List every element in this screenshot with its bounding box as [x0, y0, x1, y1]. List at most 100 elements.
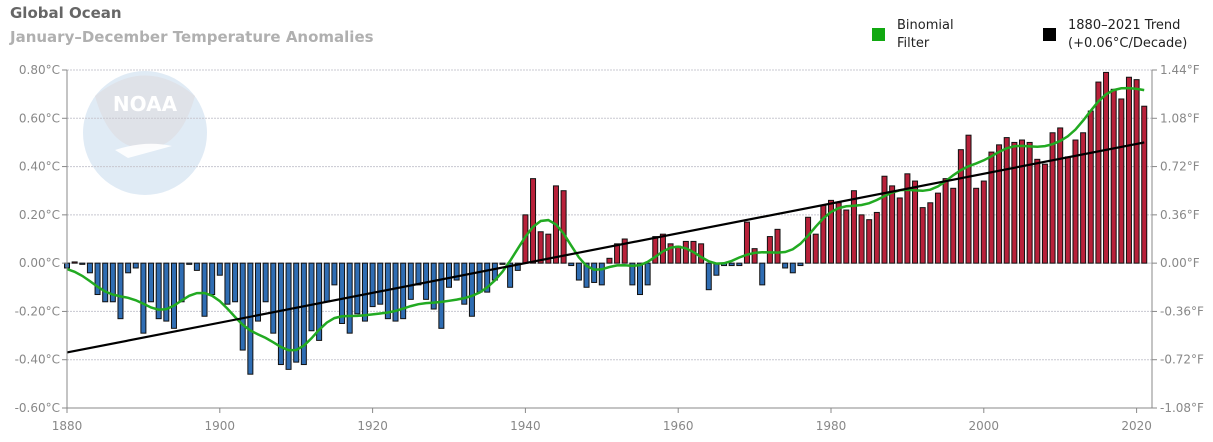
bar-1995[interactable]	[942, 178, 949, 264]
bar-1997[interactable]	[957, 149, 964, 264]
bar-1988[interactable]	[889, 185, 896, 264]
bar-1923[interactable]	[392, 262, 399, 322]
bar-1960[interactable]	[675, 245, 682, 264]
bar-1897[interactable]	[193, 262, 200, 271]
bar-1896[interactable]	[186, 262, 193, 265]
bar-1979[interactable]	[820, 204, 827, 264]
bar-1889[interactable]	[132, 262, 139, 269]
bar-1929[interactable]	[438, 262, 445, 329]
bar-1881[interactable]	[71, 261, 78, 264]
bar-1891[interactable]	[148, 262, 155, 303]
bar-1996[interactable]	[950, 187, 957, 264]
bar-1998[interactable]	[965, 134, 972, 264]
bar-1903[interactable]	[239, 262, 246, 351]
bar-1898[interactable]	[201, 262, 208, 317]
bar-1909[interactable]	[285, 262, 292, 370]
bar-1924[interactable]	[400, 262, 407, 320]
bar-2018[interactable]	[1118, 98, 1125, 264]
bar-1989[interactable]	[896, 197, 903, 264]
bar-2015[interactable]	[1095, 81, 1102, 264]
bar-1933[interactable]	[468, 262, 475, 317]
bar-1910[interactable]	[293, 262, 300, 363]
bar-1899[interactable]	[209, 262, 216, 296]
bar-1919[interactable]	[361, 262, 368, 322]
bar-1895[interactable]	[178, 262, 185, 303]
bar-1907[interactable]	[270, 262, 277, 334]
bar-1947[interactable]	[575, 262, 582, 281]
bar-2017[interactable]	[1110, 88, 1117, 264]
bar-1911[interactable]	[300, 262, 307, 366]
bar-1912[interactable]	[308, 262, 315, 332]
bar-1985[interactable]	[866, 219, 873, 264]
bar-1993[interactable]	[927, 202, 934, 264]
bar-2008[interactable]	[1041, 163, 1048, 264]
bar-2001[interactable]	[988, 151, 995, 264]
bar-2011[interactable]	[1064, 156, 1071, 264]
bar-1990[interactable]	[904, 173, 911, 264]
bar-1886[interactable]	[109, 262, 116, 303]
bar-1958[interactable]	[659, 233, 666, 264]
bar-1914[interactable]	[323, 262, 330, 303]
bar-1973[interactable]	[774, 228, 781, 264]
bar-1949[interactable]	[591, 262, 598, 283]
bar-1986[interactable]	[873, 211, 880, 264]
bar-1963[interactable]	[698, 243, 705, 264]
bar-1883[interactable]	[86, 262, 93, 274]
bar-1976[interactable]	[797, 262, 804, 267]
bar-2020[interactable]	[1133, 79, 1140, 264]
bar-1967[interactable]	[728, 262, 735, 267]
bar-2010[interactable]	[1057, 127, 1064, 264]
bar-1906[interactable]	[262, 262, 269, 303]
bar-1892[interactable]	[155, 262, 162, 320]
bar-1992[interactable]	[919, 207, 926, 264]
bar-1971[interactable]	[759, 262, 766, 286]
bar-1882[interactable]	[79, 262, 86, 265]
bar-1935[interactable]	[484, 262, 491, 293]
bar-2000[interactable]	[980, 180, 987, 264]
bar-1974[interactable]	[782, 262, 789, 269]
bar-1905[interactable]	[255, 262, 261, 322]
bar-1893[interactable]	[163, 262, 170, 322]
bar-1900[interactable]	[216, 262, 223, 276]
bar-2013[interactable]	[1080, 132, 1087, 264]
bar-2004[interactable]	[1011, 141, 1018, 264]
bar-1885[interactable]	[102, 262, 109, 303]
bar-1931[interactable]	[453, 262, 460, 281]
bar-1904[interactable]	[247, 262, 254, 375]
bar-1915[interactable]	[331, 262, 338, 286]
bar-1991[interactable]	[912, 180, 919, 264]
bar-1887[interactable]	[117, 262, 124, 320]
bar-1918[interactable]	[354, 262, 361, 315]
bar-1982[interactable]	[843, 209, 850, 264]
bar-1908[interactable]	[277, 262, 284, 366]
bar-1925[interactable]	[407, 262, 414, 300]
bar-1948[interactable]	[583, 262, 590, 288]
bar-2009[interactable]	[1049, 132, 1056, 264]
bar-2006[interactable]	[1026, 141, 1033, 264]
bar-1902[interactable]	[232, 262, 239, 303]
bar-2003[interactable]	[1003, 137, 1010, 264]
bar-1955[interactable]	[637, 262, 643, 296]
bar-1969[interactable]	[743, 221, 750, 264]
bar-1961[interactable]	[682, 240, 689, 264]
bar-1901[interactable]	[224, 262, 231, 305]
bar-1957[interactable]	[652, 236, 659, 264]
bar-2014[interactable]	[1087, 110, 1094, 264]
bar-2005[interactable]	[1019, 139, 1025, 264]
bar-1932[interactable]	[461, 262, 468, 305]
bar-1938[interactable]	[507, 262, 514, 288]
bar-1894[interactable]	[170, 262, 177, 329]
bar-1959[interactable]	[667, 243, 674, 264]
bar-1921[interactable]	[377, 262, 384, 305]
bar-1884[interactable]	[94, 262, 101, 296]
bar-1890[interactable]	[140, 262, 147, 334]
bar-1980[interactable]	[828, 199, 834, 264]
bar-1954[interactable]	[629, 262, 636, 286]
bar-1970[interactable]	[751, 248, 758, 264]
bar-1977[interactable]	[805, 216, 812, 264]
bar-2016[interactable]	[1103, 71, 1110, 264]
bar-1983[interactable]	[850, 190, 857, 264]
bar-1975[interactable]	[789, 262, 796, 274]
bar-1934[interactable]	[476, 262, 483, 293]
bar-1946[interactable]	[568, 262, 575, 267]
